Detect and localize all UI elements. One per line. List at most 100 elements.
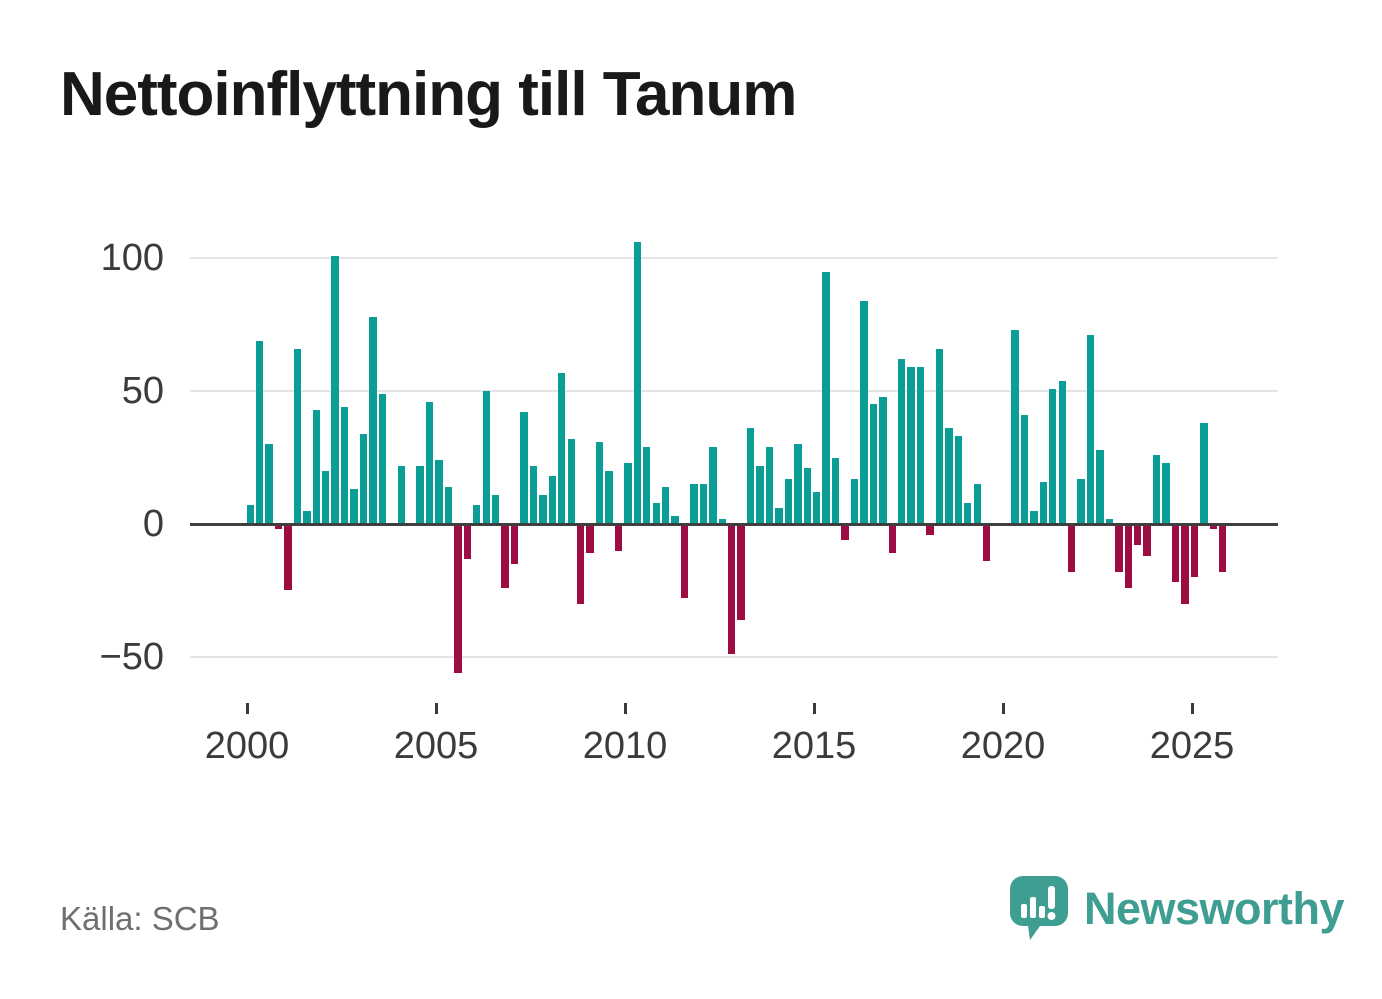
x-tick-label: 2005 bbox=[393, 725, 479, 767]
bar-2010Q2 bbox=[633, 242, 641, 524]
bar-2021Q1 bbox=[1039, 481, 1048, 524]
bar-2002Q3 bbox=[340, 407, 349, 524]
bar-2012Q4 bbox=[728, 524, 736, 655]
bar-2007Q1 bbox=[510, 524, 519, 564]
bar-2006Q2 bbox=[482, 391, 490, 524]
bar-2022Q1 bbox=[1077, 478, 1085, 524]
bar-2000Q2 bbox=[255, 340, 264, 524]
bar-2017Q2 bbox=[897, 359, 906, 524]
x-tick-label: 2025 bbox=[1149, 725, 1235, 767]
bar-2020Q3 bbox=[1020, 415, 1029, 524]
bar-2004Q4 bbox=[425, 401, 434, 524]
bar-2023Q1 bbox=[1115, 524, 1123, 572]
bar-2001Q3 bbox=[303, 510, 311, 524]
bar-2006Q3 bbox=[491, 494, 500, 524]
bar-2008Q3 bbox=[567, 439, 575, 524]
bar-2016Q2 bbox=[860, 300, 868, 524]
bar-2022Q3 bbox=[1096, 449, 1104, 524]
chart-title: Nettoinflyttning till Tanum bbox=[60, 60, 797, 129]
bar-2024Q3 bbox=[1171, 524, 1180, 583]
bar-2006Q4 bbox=[501, 524, 509, 588]
bar-2020Q4 bbox=[1030, 510, 1038, 524]
bar-2018Q2 bbox=[935, 348, 944, 524]
bar-2003Q1 bbox=[359, 433, 368, 524]
bar-2001Q4 bbox=[312, 409, 320, 524]
bar-2023Q2 bbox=[1124, 524, 1132, 588]
x-tick-label: 2020 bbox=[960, 725, 1046, 767]
bar-2015Q1 bbox=[813, 492, 821, 524]
bar-2012Q2 bbox=[709, 446, 717, 524]
x-tick bbox=[245, 703, 249, 714]
bar-2014Q3 bbox=[794, 444, 802, 524]
y-tick-label: 50 bbox=[121, 370, 164, 413]
bar-2009Q3 bbox=[605, 470, 613, 524]
bar-2008Q1 bbox=[548, 476, 557, 524]
bar-2013Q4 bbox=[765, 446, 774, 524]
bar-2008Q2 bbox=[558, 372, 566, 524]
bar-2023Q3 bbox=[1134, 524, 1142, 546]
x-tick bbox=[1190, 703, 1194, 714]
bar-2025Q4 bbox=[1219, 524, 1227, 572]
bar-2015Q2 bbox=[822, 271, 830, 524]
x-tick-label: 2015 bbox=[771, 725, 857, 767]
bar-2009Q2 bbox=[595, 441, 604, 524]
bar-2021Q3 bbox=[1058, 380, 1066, 524]
bar-2019Q1 bbox=[964, 502, 972, 524]
bar-2012Q1 bbox=[699, 484, 708, 524]
bar-2003Q2 bbox=[369, 316, 377, 524]
bar-2016Q1 bbox=[850, 478, 859, 524]
x-tick bbox=[434, 703, 438, 714]
bar-2007Q4 bbox=[539, 494, 547, 524]
grid-line bbox=[190, 257, 1278, 260]
bar-2025Q1 bbox=[1190, 524, 1199, 578]
y-tick-label: 100 bbox=[100, 237, 164, 280]
bar-2007Q2 bbox=[520, 412, 528, 524]
bar-2011Q1 bbox=[661, 486, 670, 524]
grid-line bbox=[190, 655, 1278, 658]
source-note: Källa: SCB bbox=[60, 900, 220, 937]
bar-2014Q2 bbox=[784, 478, 793, 524]
bar-2007Q3 bbox=[529, 465, 538, 524]
bar-2013Q3 bbox=[756, 465, 764, 524]
bar-2013Q1 bbox=[737, 524, 745, 620]
bar-2005Q1 bbox=[435, 460, 443, 524]
bar-2019Q3 bbox=[982, 524, 991, 562]
bar-2020Q2 bbox=[1011, 330, 1019, 524]
bar-2010Q4 bbox=[652, 502, 660, 524]
bar-2009Q4 bbox=[614, 524, 623, 551]
bar-2014Q4 bbox=[803, 468, 811, 524]
bar-2011Q3 bbox=[680, 524, 689, 599]
bar-2016Q4 bbox=[879, 396, 887, 524]
x-tick-label: 2010 bbox=[582, 725, 668, 767]
bar-2016Q3 bbox=[869, 404, 878, 524]
bar-2010Q1 bbox=[624, 462, 632, 524]
newsworthy-logo-icon bbox=[1008, 874, 1070, 944]
x-tick bbox=[812, 703, 816, 714]
bar-2025Q3 bbox=[1209, 524, 1217, 530]
bar-2004Q1 bbox=[397, 465, 405, 524]
y-tick-label: 0 bbox=[142, 503, 164, 545]
bar-2009Q1 bbox=[586, 524, 594, 554]
bar-2025Q2 bbox=[1200, 423, 1208, 524]
bar-2014Q1 bbox=[775, 508, 783, 524]
bar-2022Q2 bbox=[1086, 335, 1095, 524]
bar-2013Q2 bbox=[746, 428, 755, 524]
bar-2000Q4 bbox=[274, 524, 283, 530]
newsworthy-logo-text: Newsworthy bbox=[1084, 883, 1345, 934]
bar-2008Q4 bbox=[576, 524, 585, 604]
bar-2021Q2 bbox=[1049, 388, 1057, 524]
bar-2011Q4 bbox=[690, 484, 698, 524]
bar-2010Q3 bbox=[643, 446, 651, 524]
bar-2024Q2 bbox=[1162, 462, 1170, 524]
bar-2015Q3 bbox=[831, 457, 840, 524]
bar-2023Q4 bbox=[1143, 524, 1151, 556]
bar-2018Q4 bbox=[954, 436, 963, 524]
x-tick-label: 2000 bbox=[204, 725, 290, 767]
bar-2001Q2 bbox=[293, 348, 302, 524]
bar-2001Q1 bbox=[284, 524, 292, 591]
bar-2002Q2 bbox=[331, 255, 339, 524]
plot-area: 100 50 0 −50 2000 2005 2010 2015 2020 2025 bbox=[100, 230, 1278, 767]
bar-2002Q1 bbox=[322, 470, 330, 524]
bar-2000Q3 bbox=[265, 444, 273, 524]
